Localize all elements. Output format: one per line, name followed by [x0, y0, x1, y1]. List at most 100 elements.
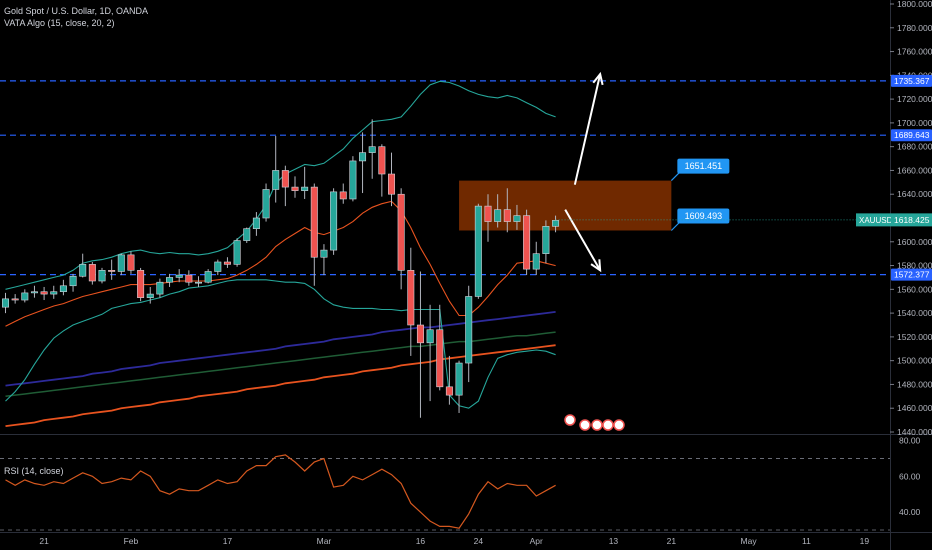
candle — [416, 271, 424, 418]
candle-body — [542, 226, 550, 254]
candle-body — [436, 329, 444, 388]
candle-body — [272, 170, 280, 190]
candle — [79, 253, 87, 278]
candle — [291, 176, 299, 198]
price-tick-label: 1440.000 — [897, 427, 932, 437]
mid-ma-line — [5, 331, 556, 398]
last-price-label: 1618.425 — [894, 215, 930, 225]
candle — [262, 183, 270, 222]
level-price-label: 1735.367 — [894, 76, 930, 86]
candle-body — [281, 170, 289, 188]
candle — [146, 286, 154, 304]
candle — [1, 292, 10, 314]
candle-body — [416, 324, 424, 344]
candle-body — [127, 254, 135, 271]
price-tick-label: 1500.000 — [897, 356, 932, 366]
economic-event-icon — [613, 419, 625, 431]
time-tick-label: 24 — [474, 536, 484, 546]
callout-label: 1609.493 — [685, 211, 723, 221]
candle-body — [79, 264, 87, 277]
candle — [127, 251, 135, 274]
candle-body — [156, 281, 164, 295]
candle — [156, 278, 164, 298]
candle-body — [339, 191, 347, 200]
candle — [185, 270, 193, 286]
price-tick-label: 1780.000 — [897, 23, 932, 33]
candle-body — [523, 215, 531, 270]
candle-body — [513, 215, 521, 222]
candle — [359, 132, 367, 194]
callout-label: 1651.451 — [685, 161, 723, 171]
candle-body — [40, 291, 48, 295]
candle-body — [50, 291, 58, 295]
candle — [387, 152, 395, 207]
candle-body — [301, 186, 309, 191]
candle — [281, 165, 289, 207]
price-tick-label: 1520.000 — [897, 332, 932, 342]
candle — [320, 244, 328, 276]
candle — [474, 203, 482, 299]
candle-body — [69, 275, 77, 287]
price-tick-label: 1760.000 — [897, 47, 932, 57]
economic-event-icon — [602, 419, 614, 431]
candle — [117, 253, 125, 276]
candle-body — [494, 209, 502, 222]
candle — [175, 269, 183, 283]
candle-body — [368, 146, 376, 153]
price-tick-label: 1680.000 — [897, 142, 932, 152]
projection-arrow-shaft — [573, 73, 602, 185]
candle — [59, 279, 67, 296]
time-tick-label: Apr — [530, 536, 543, 546]
candle — [407, 247, 415, 356]
candle — [301, 166, 309, 199]
time-tick-label: 11 — [802, 536, 811, 546]
supply-zone-box — [459, 180, 672, 231]
candle-body — [1, 298, 10, 308]
candle-body — [175, 274, 183, 278]
candle-body — [223, 261, 231, 265]
time-tick-label: Feb — [124, 536, 139, 546]
long-ma-line — [5, 344, 556, 427]
candle — [523, 209, 531, 276]
candle-body — [426, 329, 434, 344]
symbol-tag — [856, 213, 891, 227]
price-tick-label: 1460.000 — [897, 403, 932, 413]
rsi-tick-label: 40.00 — [899, 507, 921, 517]
candle — [445, 355, 453, 405]
candle — [233, 238, 241, 267]
callout-box — [677, 208, 730, 224]
candle-body — [407, 270, 415, 326]
candle — [69, 273, 77, 292]
candle — [98, 267, 106, 284]
symbol-tag-label: XAUUSD — [859, 216, 893, 225]
candle-body — [252, 217, 260, 229]
candle-body — [310, 186, 318, 258]
price-tick-label: 1720.000 — [897, 94, 932, 104]
candle — [339, 183, 347, 204]
candle — [88, 261, 96, 285]
candle — [223, 257, 231, 268]
candle — [310, 183, 318, 286]
candle-body — [233, 240, 241, 265]
candle — [378, 144, 386, 197]
rsi-tick-label: 80.00 — [899, 436, 921, 446]
candle-body — [88, 264, 96, 282]
level-price-tag — [891, 74, 932, 87]
candle-body — [349, 160, 357, 200]
level-price-label: 1572.377 — [894, 270, 930, 280]
candle-body — [503, 209, 511, 222]
lower-band-line — [5, 279, 556, 409]
projection-arrow-head — [590, 259, 602, 273]
candle — [368, 119, 376, 179]
candle — [50, 285, 58, 299]
projection-arrow-head — [592, 71, 604, 86]
price-tick-label: 1660.000 — [897, 165, 932, 175]
symbol-legend: Gold Spot / U.S. Dollar, 1D, OANDA — [4, 6, 149, 16]
candle — [552, 215, 560, 233]
candle — [252, 212, 260, 236]
time-tick-label: Mar — [317, 536, 332, 546]
candle-body — [387, 173, 395, 195]
candle — [349, 156, 357, 202]
candle-body — [204, 271, 212, 283]
